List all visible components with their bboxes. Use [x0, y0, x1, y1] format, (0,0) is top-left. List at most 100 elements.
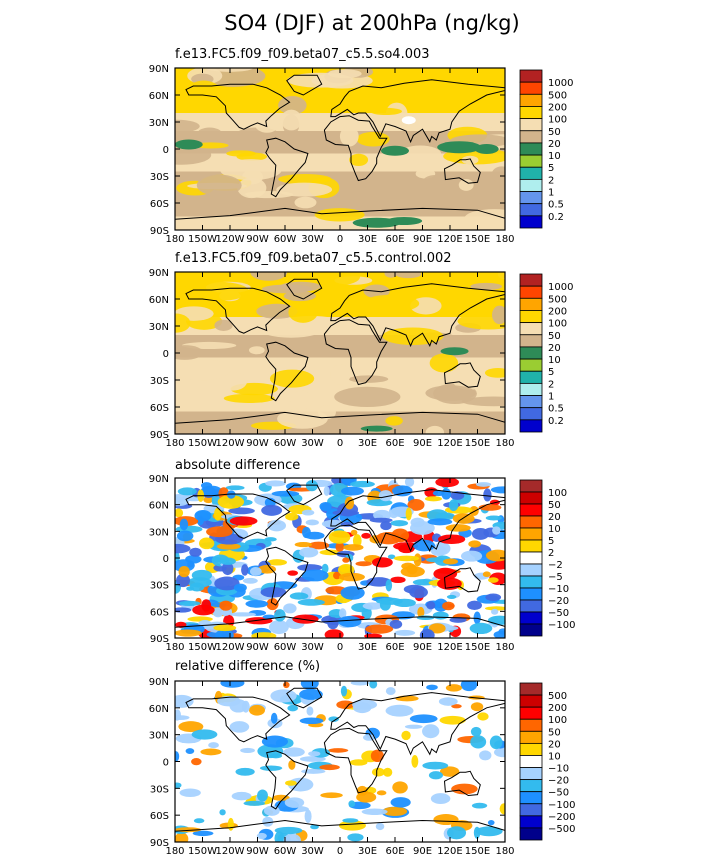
lon-label: 30E: [358, 642, 377, 653]
legend-label: 20: [548, 343, 561, 354]
contour-blob: [294, 196, 317, 209]
legend-label: 20: [548, 139, 561, 150]
contour-blob: [198, 537, 215, 550]
contour-blob: [401, 730, 411, 741]
contour-blob: [269, 369, 315, 388]
panel-4-title: relative difference (%): [175, 659, 320, 674]
panel-2-title: f.e13.FC5.f09_f09.beta07_c5.5.control.00…: [175, 251, 452, 266]
contour-blob: [306, 706, 314, 716]
legend-label: 5: [548, 536, 554, 547]
legend-swatch: [519, 551, 543, 565]
contour-blob: [179, 788, 201, 798]
contour-blob: [269, 620, 289, 635]
contour-blob: [390, 797, 411, 808]
contour-blob: [370, 749, 384, 763]
lon-label: 120E: [437, 642, 462, 653]
legend-swatch: [519, 395, 543, 409]
contour-blob: [338, 608, 347, 619]
contour-blob: [405, 507, 412, 521]
contour-blob: [201, 599, 212, 612]
contour-blob: [427, 518, 453, 526]
contour-blob: [288, 759, 296, 770]
legend-swatch: [519, 767, 543, 781]
contour-blob: [445, 524, 471, 532]
contour-blob: [299, 688, 323, 700]
contour-blob: [470, 735, 487, 749]
contour-blob: [323, 486, 330, 496]
legend-label: −20: [548, 776, 569, 787]
contour-blob: [225, 485, 245, 491]
contour-blob: [360, 425, 393, 432]
contour-blob: [240, 199, 262, 206]
contour-blob: [471, 802, 488, 809]
contour-blob: [428, 623, 446, 634]
contour-blob: [178, 565, 190, 578]
contour-blob: [335, 541, 345, 552]
contour-blob: [214, 576, 240, 591]
contour-blob: [349, 153, 369, 166]
contour-blob: [385, 687, 396, 696]
legend-label: 20: [548, 512, 561, 523]
contour-blob: [274, 826, 303, 835]
legend-label: −100: [548, 620, 575, 631]
contour-blob: [381, 145, 409, 156]
contour-blob: [191, 729, 218, 740]
contour-blob: [243, 800, 266, 806]
contour-blob: [175, 751, 180, 762]
contour-blob: [473, 611, 481, 625]
contour-blob: [387, 554, 396, 560]
legend-label: −20: [548, 596, 569, 607]
legend-label: 0.5: [548, 200, 564, 211]
contour-blob: [404, 724, 423, 729]
lat-label: 30S: [150, 581, 169, 592]
contour-blob: [442, 558, 459, 565]
lat-label: 90S: [150, 430, 169, 441]
lon-label: 120W: [216, 846, 245, 857]
contour-blob: [392, 598, 416, 608]
lon-label: 0: [337, 234, 343, 245]
coastline: [323, 727, 388, 794]
lat-label: 60N: [149, 295, 169, 306]
contour-blob: [221, 610, 231, 616]
panel-2: f.e13.FC5.f09_f09.beta07_c5.5.control.00…: [149, 251, 574, 449]
contour-blob: [395, 695, 419, 702]
contour-blob: [267, 519, 287, 532]
lon-label: 0: [337, 438, 343, 449]
contour-blob: [399, 145, 442, 162]
contour-blob: [380, 521, 392, 531]
contour-blob: [424, 496, 442, 502]
contour-blob: [352, 534, 362, 548]
contour-blob: [283, 833, 301, 842]
contour-blob: [235, 767, 255, 776]
contour-blob: [277, 408, 328, 429]
contour-blob: [470, 702, 484, 712]
contour-blob: [191, 569, 213, 581]
lon-label: 0: [337, 846, 343, 857]
lon-label: 60E: [385, 438, 404, 449]
contour-blob: [487, 819, 495, 826]
contour-blob: [457, 289, 470, 309]
contour-blob: [442, 601, 455, 611]
contour-blob: [422, 174, 450, 191]
contour-blob: [283, 681, 290, 689]
contour-blob: [226, 490, 236, 499]
lon-label: 120W: [216, 438, 245, 449]
coastline: [323, 115, 388, 182]
lat-label: 0: [163, 349, 169, 360]
contour-blob: [469, 194, 505, 202]
contour-blob: [385, 416, 403, 426]
lon-label: 180: [165, 642, 184, 653]
legend-label: −200: [548, 812, 575, 823]
legend-swatch: [519, 682, 543, 696]
contour-blob: [175, 345, 203, 360]
contour-blob: [292, 614, 319, 624]
contour-blob: [175, 496, 189, 507]
legend-swatch: [519, 742, 543, 756]
contour-blob: [249, 566, 262, 576]
legend-swatch: [519, 779, 543, 793]
legend-swatch: [519, 142, 543, 156]
contour-blob: [350, 480, 375, 488]
contour-blob: [283, 747, 305, 757]
contour-blob: [245, 599, 269, 608]
contour-blob: [344, 496, 355, 510]
